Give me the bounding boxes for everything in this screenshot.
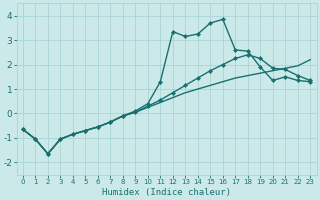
X-axis label: Humidex (Indice chaleur): Humidex (Indice chaleur) bbox=[102, 188, 231, 197]
